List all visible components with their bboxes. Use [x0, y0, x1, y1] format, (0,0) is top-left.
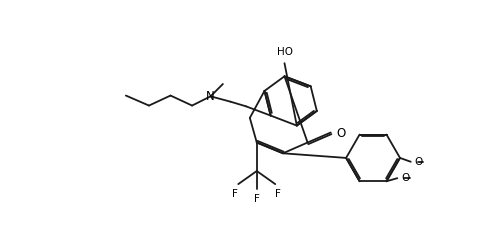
Text: N: N — [206, 90, 215, 103]
Text: O: O — [401, 173, 409, 183]
Text: F: F — [232, 189, 238, 199]
Text: F: F — [254, 194, 260, 204]
Text: F: F — [276, 189, 281, 199]
Text: O: O — [415, 157, 423, 167]
Text: O: O — [337, 127, 346, 140]
Text: HO: HO — [277, 47, 293, 57]
